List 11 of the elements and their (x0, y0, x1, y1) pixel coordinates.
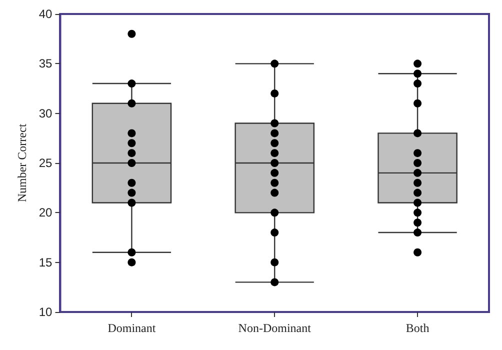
y-axis-title: Number Correct (15, 123, 29, 202)
y-tick-label: 40 (38, 7, 53, 21)
y-tick-label: 25 (38, 156, 53, 170)
y-tick-label: 35 (38, 56, 53, 71)
x-tick-label: Non-Dominant (238, 321, 312, 335)
y-tick-label: 15 (38, 255, 53, 270)
x-tick-label: Both (406, 321, 430, 335)
y-tick-label: 30 (38, 106, 53, 120)
y-tick-label: 20 (38, 206, 53, 220)
x-tick-label: Dominant (108, 321, 156, 335)
y-tick-label: 10 (38, 305, 53, 319)
